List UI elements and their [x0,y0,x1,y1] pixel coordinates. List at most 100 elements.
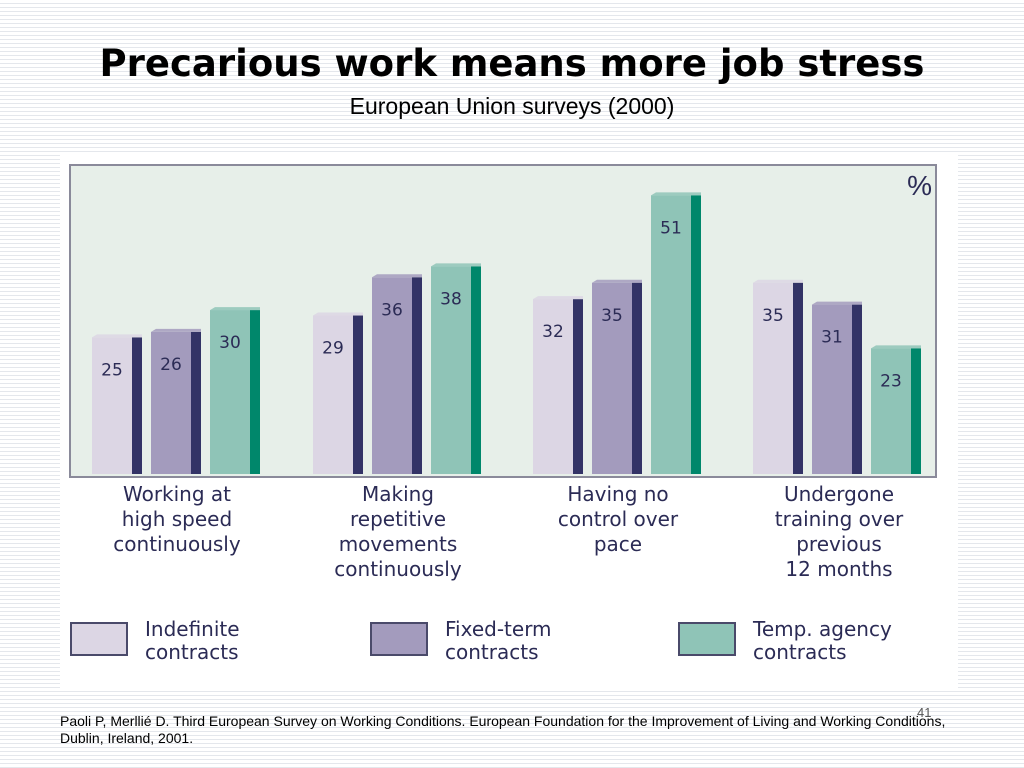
bar: 26 [151,328,201,474]
bar-top [871,345,921,349]
legend-swatch [370,622,428,656]
bar-front [313,315,353,474]
category-label-line: continuously [113,532,241,556]
bar: 38 [431,263,481,474]
bar: 29 [313,312,363,474]
category-label-line: Undergone [784,482,894,506]
bar-chart: % 25 29 32 35 26 36 35 31 30 38 51 23 Working athig… [69,164,937,664]
data-label: 35 [762,306,784,326]
legend: IndefinitecontractsFixed-termcontractsTe… [70,617,892,664]
bar: 35 [592,279,642,474]
category-label-line: previous [796,532,882,556]
bar-side [191,331,201,474]
category-label-line: Making [362,482,434,506]
bar-side [471,266,481,474]
category-label-line: high speed [122,507,232,531]
bar-top [151,328,201,332]
bar: 30 [210,307,260,474]
bar: 31 [812,301,862,474]
category-label-line: movements [339,532,458,556]
bar: 35 [753,279,803,474]
data-label: 25 [101,360,123,380]
slide-subtitle: European Union surveys (2000) [349,93,675,119]
slide-number: 41 [917,705,932,720]
legend-label: contracts [445,640,539,664]
bar: 32 [533,296,583,474]
bar-side [852,304,862,474]
bar-top [812,301,862,305]
bar-side [793,282,803,474]
data-label: 38 [440,289,462,309]
bar-front [592,282,632,474]
bar-side [353,315,363,474]
legend-label: Fixed-term [445,617,552,641]
bar-side [691,195,701,475]
category-label-line: repetitive [350,507,446,531]
data-label: 30 [219,333,241,353]
bar-top [372,274,422,278]
bar-top [431,263,481,267]
bar: 25 [92,334,142,474]
bar-front [753,282,793,474]
category-label-line: pace [594,532,642,556]
bar-front [651,195,691,475]
bar-side [412,277,422,474]
category-label-line: control over [558,507,679,531]
legend-label: contracts [753,640,847,664]
chart-panel: % 25 29 32 35 26 36 35 31 30 38 51 23 Working at hig… [60,153,958,688]
bar-front [812,304,852,474]
bar-side [911,348,921,474]
data-label: 23 [880,371,902,391]
bar-front [92,337,132,474]
bar-top [651,192,701,196]
legend-swatch [70,622,128,656]
category-label-line: continuously [334,557,462,581]
bar: 23 [871,345,921,474]
bars-layer: 25 29 32 35 26 36 35 31 30 38 51 23 [92,192,921,475]
data-label: 31 [821,328,843,348]
data-label: 35 [601,306,623,326]
bar-front [151,331,191,474]
legend-label: Temp. agency [752,617,892,641]
legend-label: contracts [145,640,239,664]
category-label-line: Having no [567,482,668,506]
bar-front [533,299,573,474]
bar-front [372,277,412,474]
legend-swatch [678,622,736,656]
bar-front [871,348,911,474]
bar-side [250,310,260,474]
category-label-line: 12 months [785,557,892,581]
data-label: 51 [660,218,682,238]
legend-label: Indefinite [145,617,240,641]
bar-side [132,337,142,474]
data-label: 32 [542,322,564,342]
bar-front [431,266,471,474]
bar-top [92,334,142,338]
category-label-line: training over [775,507,904,531]
data-label: 26 [160,355,182,375]
bar-top [753,279,803,283]
slide-title: Precarious work means more job stress [99,42,925,85]
bar-side [632,282,642,474]
bar-top [592,279,642,283]
bar-front [210,310,250,474]
data-label: 36 [381,300,403,320]
source-citation: Paoli P, Merllié D. Third European Surve… [60,713,946,746]
bar-top [533,296,583,300]
unit-label: % [907,170,932,201]
bar-side [573,299,583,474]
bar: 36 [372,274,422,474]
bar-top [313,312,363,316]
bar-top [210,307,260,311]
category-label-line: Working at [123,482,231,506]
data-label: 29 [322,339,344,359]
bar: 51 [651,192,701,475]
